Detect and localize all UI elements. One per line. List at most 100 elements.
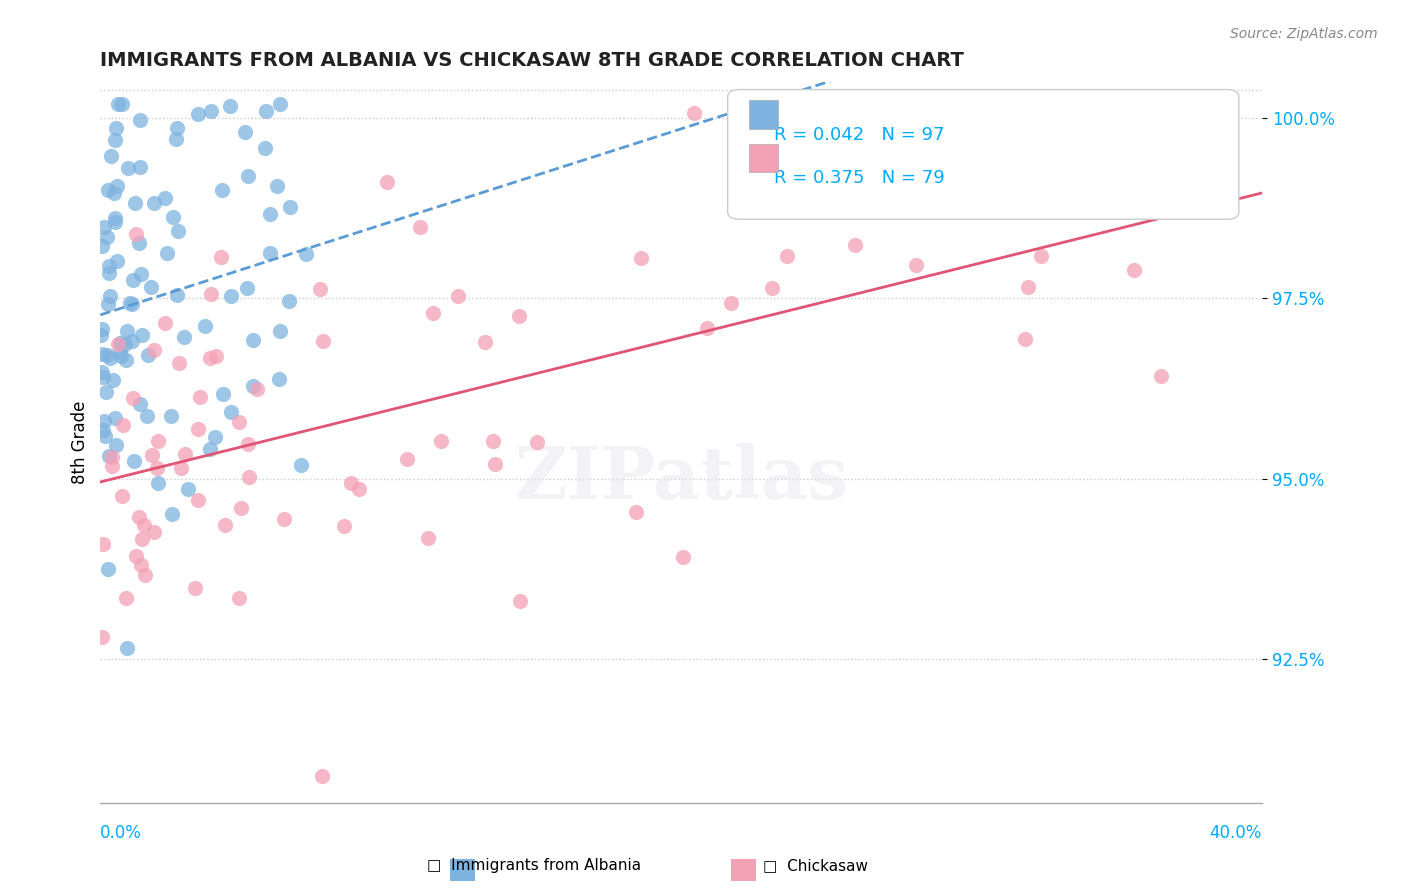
Point (269, 371, 291, 385)
Point (204, 430, 226, 444)
Point (139, 280, 162, 294)
Point (104, 214, 127, 228)
Point (269, 325, 291, 339)
Point (447, 289, 470, 303)
Point (1150, 368, 1173, 383)
Point (904, 258, 927, 272)
Point (509, 594, 531, 608)
Point (333, 519, 356, 533)
Point (214, 518, 236, 533)
Point (219, 405, 242, 419)
Point (166, 120, 188, 135)
Point (129, 267, 152, 281)
Point (96, 230, 118, 244)
Point (696, 321, 718, 335)
Point (228, 591, 250, 605)
Point (422, 306, 444, 320)
Point (630, 252, 652, 266)
Point (111, 97, 134, 112)
Point (142, 525, 165, 540)
Point (1029, 249, 1052, 263)
Point (90, 347, 112, 361)
Point (984, 133, 1007, 147)
Point (114, 591, 136, 605)
Point (90, 328, 112, 343)
Point (98, 259, 121, 273)
Point (312, 334, 335, 349)
Text: □  Immigrants from Albania: □ Immigrants from Albania (427, 858, 641, 872)
Point (253, 141, 276, 155)
Point (409, 220, 432, 235)
Point (184, 581, 207, 595)
Point (103, 186, 125, 200)
Point (98, 266, 121, 280)
Point (129, 160, 152, 174)
Point (162, 507, 184, 521)
Point (146, 476, 169, 491)
Text: Source: ZipAtlas.com: Source: ZipAtlas.com (1230, 27, 1378, 41)
Point (474, 334, 496, 349)
Point (124, 454, 146, 468)
Point (209, 250, 232, 264)
Point (114, 353, 136, 368)
Point (174, 447, 197, 461)
Point (107, 337, 129, 351)
Point (211, 386, 233, 401)
Point (129, 112, 152, 127)
Point (278, 201, 301, 215)
Point (242, 334, 264, 348)
Point (200, 286, 222, 301)
Point (110, 335, 132, 350)
Point (97, 562, 120, 576)
Point (430, 434, 453, 448)
Point (129, 558, 152, 572)
Point (146, 460, 169, 475)
Point (141, 448, 163, 462)
Point (228, 415, 250, 429)
Point (295, 247, 318, 261)
Point (1097, 97, 1119, 112)
Text: ZIPatlas: ZIPatlas (515, 443, 848, 514)
Bar (748, 144, 778, 172)
Point (100, 149, 122, 163)
Point (125, 549, 148, 563)
Point (91, 423, 114, 437)
Point (103, 373, 125, 387)
Point (273, 512, 295, 526)
Point (128, 509, 150, 524)
Point (111, 417, 134, 432)
Point (236, 281, 259, 295)
Point (200, 103, 222, 118)
Point (90, 238, 112, 252)
Point (121, 273, 143, 287)
Point (340, 475, 363, 490)
Point (776, 249, 799, 263)
Point (131, 328, 153, 343)
Point (1045, 177, 1067, 191)
Point (107, 97, 129, 112)
Point (167, 356, 190, 370)
Point (91, 536, 114, 550)
Point (93, 414, 115, 428)
Point (1017, 280, 1039, 294)
Point (1123, 263, 1146, 277)
Point (91, 369, 114, 384)
Point (111, 489, 134, 503)
Point (94, 385, 117, 400)
Point (93, 219, 115, 234)
Point (266, 179, 288, 194)
Point (165, 132, 187, 146)
Point (110, 350, 132, 364)
Point (94, 429, 117, 443)
Point (167, 224, 190, 238)
Point (624, 505, 647, 519)
Point (117, 161, 139, 175)
Point (242, 378, 264, 392)
FancyBboxPatch shape (728, 89, 1239, 219)
Point (177, 482, 200, 496)
Point (156, 246, 179, 260)
Point (720, 295, 742, 310)
Text: □  Chickasaw: □ Chickasaw (763, 858, 868, 872)
Point (105, 120, 128, 135)
Point (290, 458, 312, 472)
